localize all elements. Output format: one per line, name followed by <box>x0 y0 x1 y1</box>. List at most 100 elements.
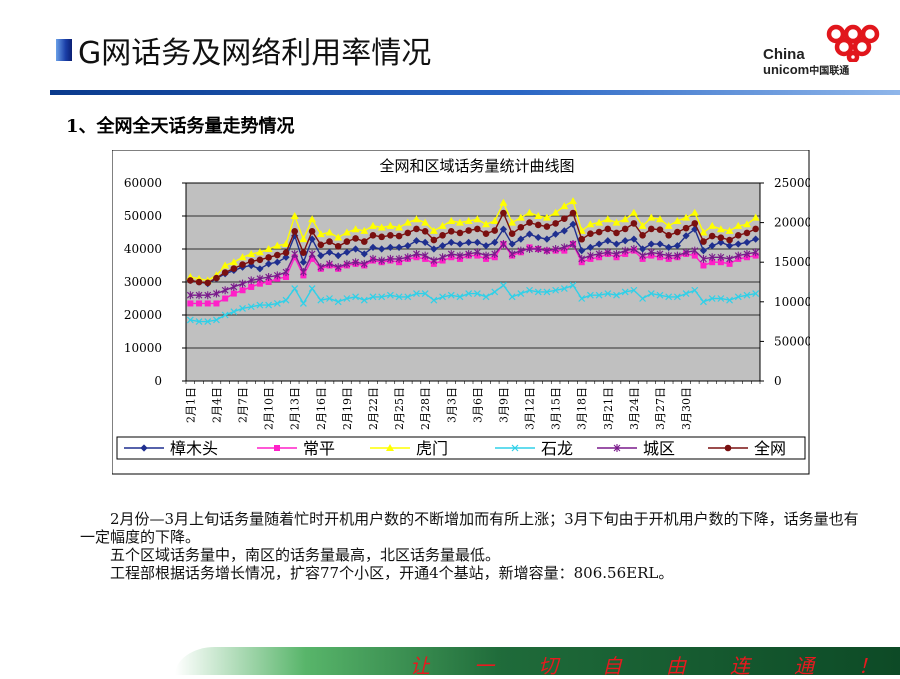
data-point <box>656 240 664 248</box>
legend-swatch-marker <box>613 444 621 452</box>
data-point <box>378 245 386 253</box>
data-point <box>491 249 499 258</box>
logo-text-china: China <box>763 46 805 63</box>
data-point <box>725 226 734 234</box>
data-point <box>700 262 707 269</box>
data-point <box>551 208 560 216</box>
data-point <box>273 241 282 249</box>
left-tick-label: 0 <box>154 374 162 388</box>
data-point <box>447 228 455 235</box>
x-tick-label: 2月1日 <box>184 387 197 423</box>
data-point <box>256 274 264 283</box>
data-point <box>421 251 429 260</box>
data-point <box>412 237 421 245</box>
data-point <box>238 253 247 261</box>
data-point <box>195 318 203 326</box>
data-point <box>699 228 708 236</box>
data-point <box>352 235 359 242</box>
data-point <box>316 230 325 238</box>
series-5 <box>186 240 760 300</box>
data-point <box>282 240 291 248</box>
data-point <box>691 286 699 294</box>
left-tick-label: 60000 <box>124 176 162 190</box>
plot-area <box>185 182 761 382</box>
x-tick-label: 3月3日 <box>445 387 458 423</box>
data-point <box>265 279 272 285</box>
legend-label: 虎门 <box>416 439 448 458</box>
left-axis: 0 10000 20000 30000 40000 50000 60000 <box>124 176 186 388</box>
data-point <box>421 228 429 235</box>
data-point <box>569 281 577 289</box>
data-point <box>578 247 586 255</box>
data-point <box>438 221 447 229</box>
slide-title: G网话务及网络利用率情况 <box>78 36 432 71</box>
data-point <box>560 285 568 293</box>
legend-swatch-marker <box>511 444 519 452</box>
data-point <box>595 240 603 248</box>
data-point <box>500 240 507 249</box>
data-point <box>586 243 595 251</box>
data-point <box>665 243 673 251</box>
data-point <box>604 225 612 233</box>
data-point <box>456 240 464 248</box>
data-point <box>561 215 568 222</box>
data-point <box>717 238 725 246</box>
data-point <box>413 290 420 297</box>
data-point <box>526 286 533 294</box>
data-point <box>447 216 456 224</box>
data-point <box>456 251 464 260</box>
data-point <box>430 296 438 304</box>
data-point <box>334 263 342 272</box>
right-tick-label: 250000 <box>774 176 810 190</box>
data-point <box>308 228 316 235</box>
data-point <box>708 221 717 229</box>
data-point <box>613 249 620 258</box>
data-point <box>726 236 733 244</box>
data-point <box>221 286 229 295</box>
data-point <box>369 243 377 251</box>
legend-item: 樟木头 <box>124 439 218 458</box>
data-point <box>351 245 360 253</box>
data-point <box>526 219 533 226</box>
data-point <box>265 273 273 282</box>
series-line <box>190 243 756 296</box>
data-point <box>429 226 438 234</box>
data-point <box>239 279 246 288</box>
data-point <box>430 236 438 244</box>
data-point <box>691 225 699 233</box>
data-point <box>604 290 612 297</box>
data-point <box>743 291 751 299</box>
data-point <box>300 249 307 256</box>
data-point <box>613 229 620 237</box>
legend-item: 城区 <box>597 439 675 458</box>
data-point <box>700 298 707 306</box>
data-point <box>508 218 517 226</box>
data-point <box>560 202 569 210</box>
data-point <box>630 286 638 294</box>
data-point <box>717 253 725 262</box>
data-point <box>569 220 577 228</box>
data-point <box>534 212 543 219</box>
data-point <box>256 256 264 264</box>
data-point <box>473 215 482 223</box>
data-point <box>595 249 603 258</box>
data-point <box>743 229 751 237</box>
data-point <box>578 235 586 243</box>
data-point <box>534 288 542 296</box>
data-point <box>412 215 421 223</box>
logo-text-cn: 中国联通 <box>809 66 850 77</box>
data-point <box>621 237 629 245</box>
data-point <box>665 293 673 301</box>
data-point <box>213 274 220 282</box>
data-point <box>343 238 351 245</box>
data-point <box>639 251 646 260</box>
data-point <box>247 303 255 311</box>
slide-title-box: G网话务及网络利用率情况 <box>56 28 431 72</box>
data-point <box>264 245 273 252</box>
x-tick-label: 2月13日 <box>289 387 302 430</box>
data-point <box>717 295 725 302</box>
data-point <box>743 238 751 246</box>
data-point <box>204 300 211 307</box>
data-point <box>230 308 238 316</box>
body-paragraph-1: 2月份—3月上旬话务量随着忙时开机用户数的不断增加而有所上涨；3月下旬由于开机用… <box>80 510 859 546</box>
